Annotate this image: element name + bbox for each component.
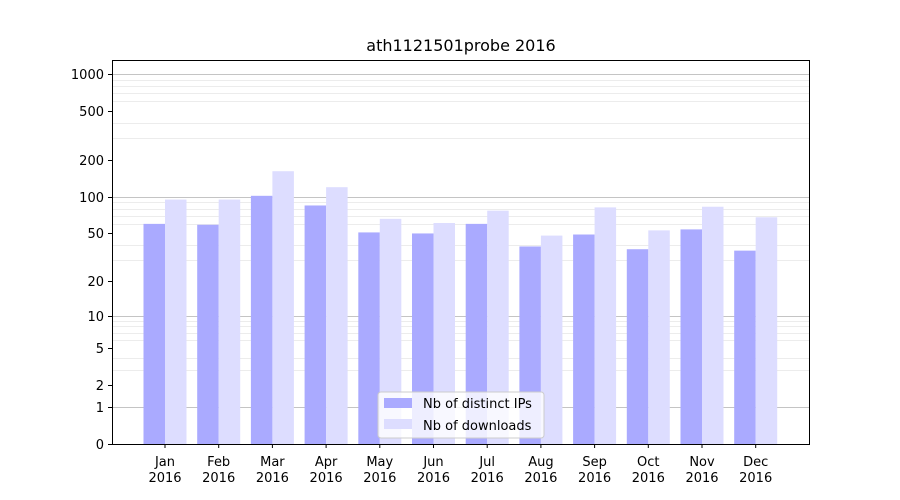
x-tick-label-year: 2016 xyxy=(471,471,504,486)
bar-downloads-feb xyxy=(218,199,241,444)
x-tick-label-year: 2016 xyxy=(417,471,450,486)
bar-distinct-ips-dec xyxy=(734,250,756,444)
legend-swatch-distinct-ips xyxy=(384,398,412,408)
bar-distinct-ips-may xyxy=(358,232,380,444)
bar-downloads-aug xyxy=(540,235,563,444)
y-tick-label: 50 xyxy=(87,227,104,242)
bar-downloads-may xyxy=(379,218,402,444)
y-axis: 0 1 2 5 10 20 50 100 200 500 1000 xyxy=(71,68,112,453)
x-tick-label-month: Jan xyxy=(154,455,175,470)
bar-distinct-ips-mar xyxy=(250,195,273,444)
legend-box xyxy=(377,391,545,439)
bar-distinct-ips-sep xyxy=(573,234,595,444)
x-tick-label-month: Apr xyxy=(315,455,338,470)
bar-downloads-dec xyxy=(755,217,778,444)
x-tick-label-year: 2016 xyxy=(578,471,611,486)
x-tick-label-year: 2016 xyxy=(524,471,557,486)
y-tick-label: 5 xyxy=(96,342,104,357)
x-tick-label-month: Feb xyxy=(207,455,230,470)
legend-label-distinct-ips: Nb of distinct IPs xyxy=(423,397,532,412)
x-tick-label-year: 2016 xyxy=(685,471,718,486)
x-tick-label-year: 2016 xyxy=(310,471,343,486)
bar-downloads-jun xyxy=(433,222,455,444)
x-tick-label-month: Jun xyxy=(422,455,443,470)
bar-downloads-jul xyxy=(487,210,509,444)
chart-title: ath1121501probe 2016 xyxy=(366,36,555,55)
y-tick-label: 10 xyxy=(87,310,104,325)
x-tick-label-month: Sep xyxy=(582,455,607,470)
x-tick-label-month: Dec xyxy=(743,455,768,470)
x-tick-label-year: 2016 xyxy=(148,471,181,486)
x-tick-label-year: 2016 xyxy=(363,471,396,486)
x-tick-label-month: Jul xyxy=(478,455,495,470)
bar-downloads-nov xyxy=(702,206,724,444)
bar-downloads-jan xyxy=(165,199,187,444)
y-tick-label: 2 xyxy=(96,379,104,394)
bar-distinct-ips-oct xyxy=(626,249,649,444)
bar-distinct-ips-feb xyxy=(197,224,219,444)
bar-downloads-apr xyxy=(326,187,348,444)
bar-downloads-mar xyxy=(272,171,294,444)
bar-distinct-ips-nov xyxy=(680,229,702,444)
legend-swatch-downloads xyxy=(384,419,412,429)
y-tick-label: 20 xyxy=(87,275,104,290)
bar-downloads-oct xyxy=(648,230,670,444)
x-tick-label-month: Oct xyxy=(637,455,659,470)
x-tick-label-month: May xyxy=(366,455,393,470)
legend: Nb of distinct IPs Nb of downloads xyxy=(377,391,545,439)
bar-downloads-sep xyxy=(594,207,617,444)
y-tick-label: 1 xyxy=(96,401,104,416)
y-tick-label: 500 xyxy=(79,105,104,120)
x-tick-label-year: 2016 xyxy=(739,471,772,486)
bar-distinct-ips-jan xyxy=(143,223,165,444)
y-tick-label: 1000 xyxy=(71,68,104,83)
y-tick-label: 100 xyxy=(79,191,104,206)
legend-label-downloads: Nb of downloads xyxy=(423,419,532,434)
y-tick-label: 200 xyxy=(79,154,104,169)
x-tick-label-year: 2016 xyxy=(202,471,235,486)
x-tick-label-month: Aug xyxy=(528,455,553,470)
x-axis: Jan2016Feb2016Mar2016Apr2016May2016Jun20… xyxy=(148,444,772,486)
bar-distinct-ips-apr xyxy=(304,205,327,444)
x-tick-label-month: Mar xyxy=(260,455,285,470)
x-tick-label-year: 2016 xyxy=(256,471,289,486)
x-tick-label-month: Nov xyxy=(689,455,715,470)
y-tick-label: 0 xyxy=(96,438,104,453)
bar-distinct-ips-jun xyxy=(412,233,434,444)
x-tick-label-year: 2016 xyxy=(632,471,665,486)
plot-area-frame xyxy=(112,60,810,445)
bar-distinct-ips-jul xyxy=(465,223,488,444)
